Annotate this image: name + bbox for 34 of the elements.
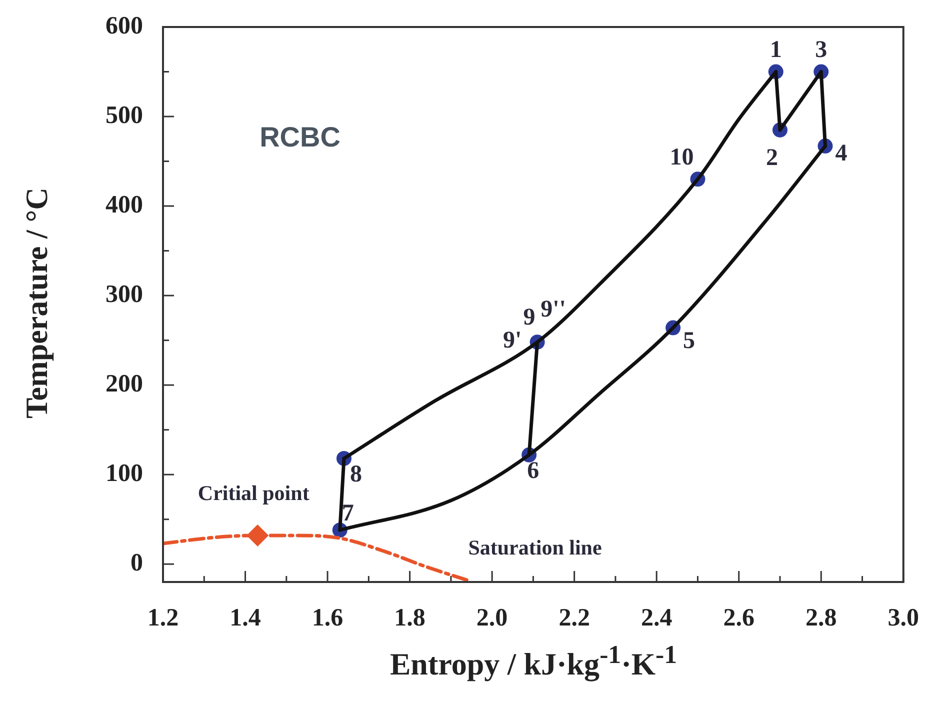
x-tick-label: 3.0 bbox=[888, 604, 919, 632]
annotation: Critial point bbox=[198, 480, 310, 505]
y-tick-label: 500 bbox=[106, 102, 143, 129]
y-tick-label: 300 bbox=[106, 281, 143, 308]
y-tick-label: 200 bbox=[106, 370, 143, 398]
x-tick-label: 1.2 bbox=[147, 604, 179, 632]
annotation: 6 bbox=[527, 458, 540, 484]
annotation: 1 bbox=[770, 36, 782, 63]
x-tick-label: 1.4 bbox=[230, 604, 262, 632]
annotation: 9'' bbox=[540, 296, 566, 322]
x-tick-label: 2.4 bbox=[640, 604, 673, 632]
x-tick-label: 1.8 bbox=[394, 604, 426, 632]
annotation: 9' bbox=[502, 327, 522, 354]
annotation: 10 bbox=[670, 144, 694, 170]
y-tick-label: 0 bbox=[130, 550, 143, 577]
y-tick-label: 400 bbox=[106, 191, 143, 218]
y-axis-title: Temperature / °C bbox=[19, 187, 55, 419]
text: RCBC bbox=[260, 122, 340, 153]
y-tick-label: 600 bbox=[106, 12, 143, 40]
x-axis-title: Entropy / kJ·kg$^{-1}$·K$^{-1}$ bbox=[388, 640, 678, 682]
x-tick-label: 1.6 bbox=[312, 604, 344, 632]
x-tick-label: 2.8 bbox=[805, 604, 837, 632]
x-tick-label: 2.6 bbox=[723, 604, 754, 632]
annotation: 9 bbox=[523, 304, 536, 330]
annotation: 4 bbox=[835, 140, 848, 166]
annotation: 7 bbox=[342, 500, 354, 526]
annotation: 2 bbox=[766, 145, 778, 172]
x-tick-label: 2.2 bbox=[558, 604, 590, 632]
annotation: 8 bbox=[350, 462, 362, 488]
y-tick-label: 100 bbox=[106, 460, 143, 488]
x-tick-label: 2.0 bbox=[476, 604, 508, 632]
annotation: 5 bbox=[683, 328, 696, 354]
annotation: 3 bbox=[815, 36, 828, 63]
annotation: Saturation line bbox=[468, 535, 602, 560]
